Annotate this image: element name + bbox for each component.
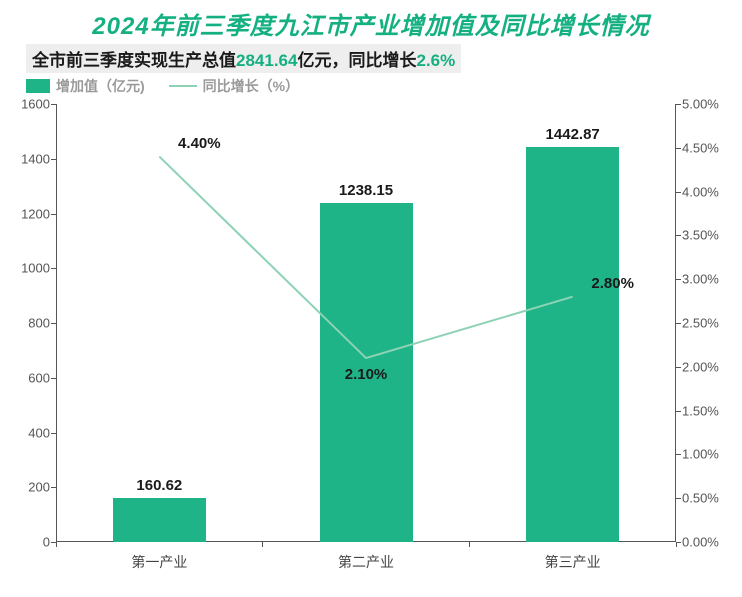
y-right-tick	[676, 323, 681, 324]
legend-bar-swatch	[26, 79, 50, 93]
line-value-label: 2.10%	[345, 366, 388, 383]
y-right-tick-label: 3.00%	[676, 272, 719, 287]
y-right-tick-label: 2.50%	[676, 316, 719, 331]
chart-container: 2024年前三季度九江市产业增加值及同比增长情况 全市前三季度实现生产总值284…	[0, 0, 742, 597]
y-right-tick-label: 4.50%	[676, 140, 719, 155]
y-right-tick	[676, 279, 681, 280]
line-value-label: 4.40%	[178, 135, 221, 152]
y-right-tick-label: 0.00%	[676, 535, 719, 550]
x-category-label: 第一产业	[131, 542, 187, 572]
x-category-label: 第二产业	[338, 542, 394, 572]
y-right-tick	[676, 148, 681, 149]
y-right-tick	[676, 235, 681, 236]
x-tick	[262, 542, 263, 547]
subtitle-t1: 全市前三季度实现生产总值	[32, 51, 236, 70]
y-right-tick-label: 4.00%	[676, 184, 719, 199]
x-tick	[56, 542, 57, 547]
chart-title: 2024年前三季度九江市产业增加值及同比增长情况	[0, 6, 742, 41]
plot-area: 020040060080010001200140016000.00%0.50%1…	[56, 104, 676, 542]
y-right-tick	[676, 542, 681, 543]
line-value-label: 2.80%	[591, 275, 634, 292]
y-right-tick-label: 1.50%	[676, 403, 719, 418]
legend-item-line: 同比增长（%）	[169, 76, 299, 96]
y-right-tick-label: 2.00%	[676, 359, 719, 374]
x-category-label: 第三产业	[545, 542, 601, 572]
title-text: 2024年前三季度九江市产业增加值及同比增长情况	[92, 13, 649, 40]
growth-line	[159, 157, 572, 358]
y-right-tick	[676, 411, 681, 412]
chart-subtitle: 全市前三季度实现生产总值2841.64亿元，同比增长2.6%	[26, 44, 461, 73]
subtitle-v1: 2841.64	[236, 51, 297, 70]
legend-bar-label: 增加值（亿元)	[56, 76, 145, 96]
subtitle-v2: 2.6%	[416, 51, 455, 70]
y-right-tick-label: 0.50%	[676, 491, 719, 506]
legend-line-label: 同比增长（%）	[203, 76, 299, 96]
y-right-tick-label: 3.50%	[676, 228, 719, 243]
y-right-tick	[676, 498, 681, 499]
y-right-tick	[676, 367, 681, 368]
x-tick	[676, 542, 677, 547]
y-right-tick	[676, 454, 681, 455]
y-right-tick-label: 5.00%	[676, 97, 719, 112]
y-right-tick	[676, 192, 681, 193]
x-tick	[469, 542, 470, 547]
legend-item-bar: 增加值（亿元)	[26, 76, 145, 96]
line-layer	[56, 104, 676, 542]
y-right-tick	[676, 104, 681, 105]
legend: 增加值（亿元) 同比增长（%）	[26, 76, 299, 96]
y-right-tick-label: 1.00%	[676, 447, 719, 462]
legend-line-swatch	[169, 85, 197, 87]
subtitle-t2: 亿元，同比增长	[297, 51, 416, 70]
